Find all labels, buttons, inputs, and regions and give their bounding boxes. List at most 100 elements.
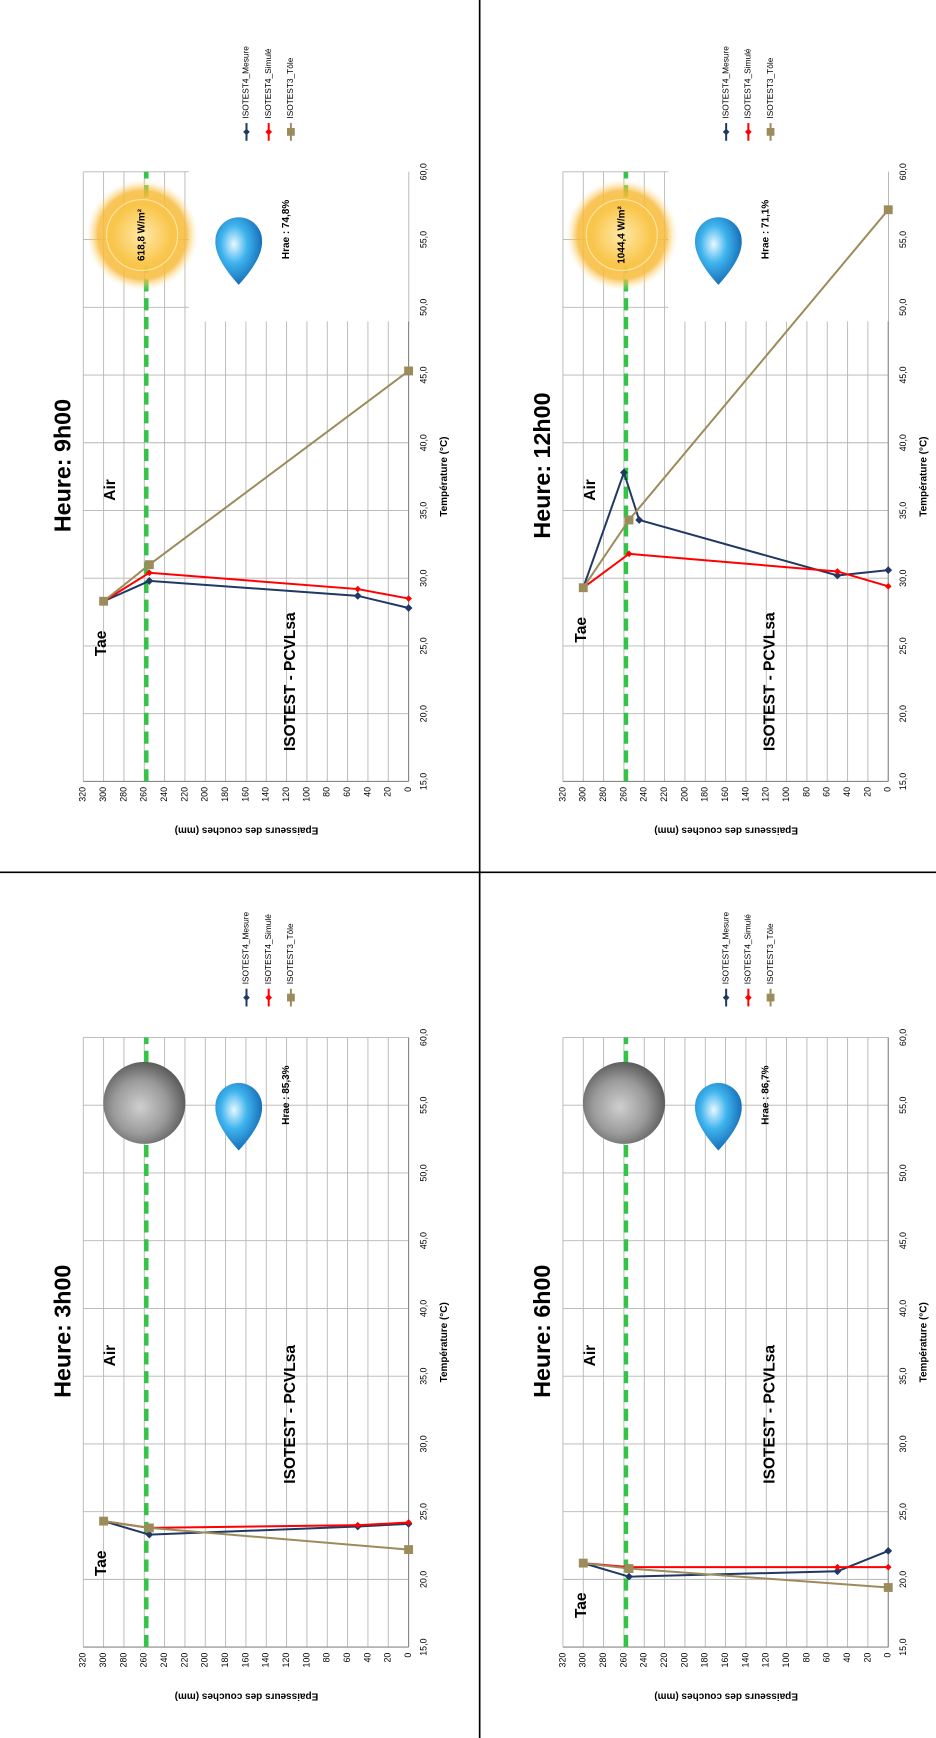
x-tick-label: 20,0 (898, 1571, 908, 1588)
y-tick-label: 280 (118, 1653, 128, 1668)
x-tick-label: 50,0 (898, 299, 908, 316)
y-tick-label: 200 (200, 1653, 210, 1668)
x-tick-label: 50,0 (418, 299, 428, 316)
x-tick-label: 25,0 (418, 1503, 428, 1520)
humidity-label: Hrae : 86,7% (761, 1065, 772, 1124)
x-tick-label: 25,0 (898, 637, 908, 654)
marker (884, 1547, 893, 1555)
x-axis-title: Température (°C) (439, 437, 450, 517)
y-tick-label: 100 (301, 787, 311, 802)
humidity-label: Hrae : 85,3% (281, 1065, 292, 1124)
y-tick-label: 280 (118, 787, 128, 802)
y-tick-label: 80 (801, 1653, 811, 1663)
legend-label: ISOTEST4_Simulé (263, 914, 273, 985)
x-tick-label: 55,0 (898, 231, 908, 248)
legend-marker (745, 128, 752, 136)
y-tick-label: 220 (179, 1653, 189, 1668)
x-tick-label: 15,0 (418, 1638, 428, 1655)
drop-icon (695, 1083, 742, 1151)
marker (578, 583, 588, 593)
legend-label: ISOTEST4_Mesure (241, 46, 251, 119)
x-tick-label: 35,0 (898, 502, 908, 519)
legend-marker (766, 128, 775, 136)
y-axis-title: Epaisseurs des couches (mm) (654, 825, 798, 836)
x-tick-label: 35,0 (418, 502, 428, 519)
x-tick-label: 20,0 (898, 705, 908, 722)
legend-label: ISOTEST3_Tôle (765, 923, 775, 984)
marker (99, 1516, 109, 1526)
y-tick-label: 280 (598, 1653, 608, 1668)
x-tick-label: 40,0 (898, 1300, 908, 1317)
chart-title: Heure: 9h00 (50, 399, 76, 532)
y-tick-label: 180 (700, 1653, 710, 1668)
y-tick-label: 100 (781, 787, 791, 802)
x-axis-title: Température (°C) (439, 1302, 450, 1382)
x-tick-label: 50,0 (418, 1164, 428, 1181)
y-tick-label: 220 (179, 787, 189, 802)
sun-icon (86, 179, 198, 291)
series-line (582, 552, 889, 589)
y-tick-label: 300 (98, 1653, 108, 1668)
y-tick-label: 120 (761, 1653, 771, 1668)
marker (624, 515, 634, 525)
x-tick-label: 55,0 (418, 1097, 428, 1114)
y-tick-label: 80 (322, 1653, 332, 1663)
image-backdrop (188, 169, 409, 322)
marker (404, 366, 414, 376)
annotation: Tae (93, 630, 110, 656)
y-tick-label: 220 (659, 1653, 669, 1668)
marker (883, 205, 893, 215)
y-tick-label: 60 (822, 787, 832, 797)
y-tick-label: 160 (240, 1653, 250, 1668)
x-tick-label: 40,0 (418, 434, 428, 451)
chart-title: Heure: 12h00 (529, 392, 555, 538)
series-line (103, 579, 409, 609)
y-tick-label: 300 (98, 787, 108, 802)
y-tick-label: 140 (261, 1653, 271, 1668)
x-tick-label: 45,0 (898, 366, 908, 383)
marker (884, 1563, 892, 1571)
y-tick-label: 240 (639, 1653, 649, 1668)
x-tick-label: 15,0 (418, 773, 428, 790)
irradiance-label: 618,8 W/m² (137, 208, 148, 261)
chart-title: Heure: 3h00 (50, 1265, 76, 1398)
x-tick-label: 45,0 (418, 1232, 428, 1249)
x-tick-label: 45,0 (418, 366, 428, 383)
y-tick-label: 180 (220, 787, 230, 802)
marker (404, 1545, 414, 1555)
y-tick-label: 240 (639, 787, 649, 802)
legend-label: ISOTEST4_Mesure (720, 911, 730, 984)
y-tick-label: 0 (883, 1653, 893, 1658)
series-line (582, 469, 889, 589)
chart: 15,0 20,0 25,0 30,0 35,0 40,0 45,0 50,0 55,0 60,0… (529, 46, 929, 836)
x-tick-label: 40,0 (418, 1300, 428, 1317)
humidity-label: Hrae : 74,8% (281, 200, 292, 259)
x-tick-label: 30,0 (418, 1435, 428, 1452)
marker (404, 604, 413, 612)
marker (625, 550, 633, 558)
sun-ring (106, 198, 179, 272)
annotation: Tae (93, 1550, 110, 1576)
y-tick-label: 120 (761, 787, 771, 802)
y-tick-label: 140 (740, 787, 750, 802)
y-tick-label: 160 (720, 787, 730, 802)
marker (834, 568, 841, 575)
annotation: Air (582, 479, 599, 501)
moon-icon (582, 1061, 666, 1144)
annotation: Air (102, 479, 119, 501)
y-tick-label: 260 (139, 1653, 149, 1668)
y-tick-label: 80 (322, 787, 332, 797)
y-tick-label: 0 (883, 787, 893, 792)
image-backdrop (668, 169, 889, 322)
x-tick-label: 15,0 (898, 773, 908, 790)
marker (146, 569, 153, 577)
y-tick-label: 60 (342, 787, 352, 797)
irradiance-label: 1044,4 W/m² (616, 206, 627, 264)
y-tick-label: 20 (383, 787, 393, 797)
x-tick-label: 30,0 (898, 1435, 908, 1452)
y-tick-label: 100 (781, 1653, 791, 1668)
x-tick-label: 60,0 (898, 163, 908, 180)
legend-marker (722, 128, 730, 136)
y-tick-label: 100 (301, 1653, 311, 1668)
